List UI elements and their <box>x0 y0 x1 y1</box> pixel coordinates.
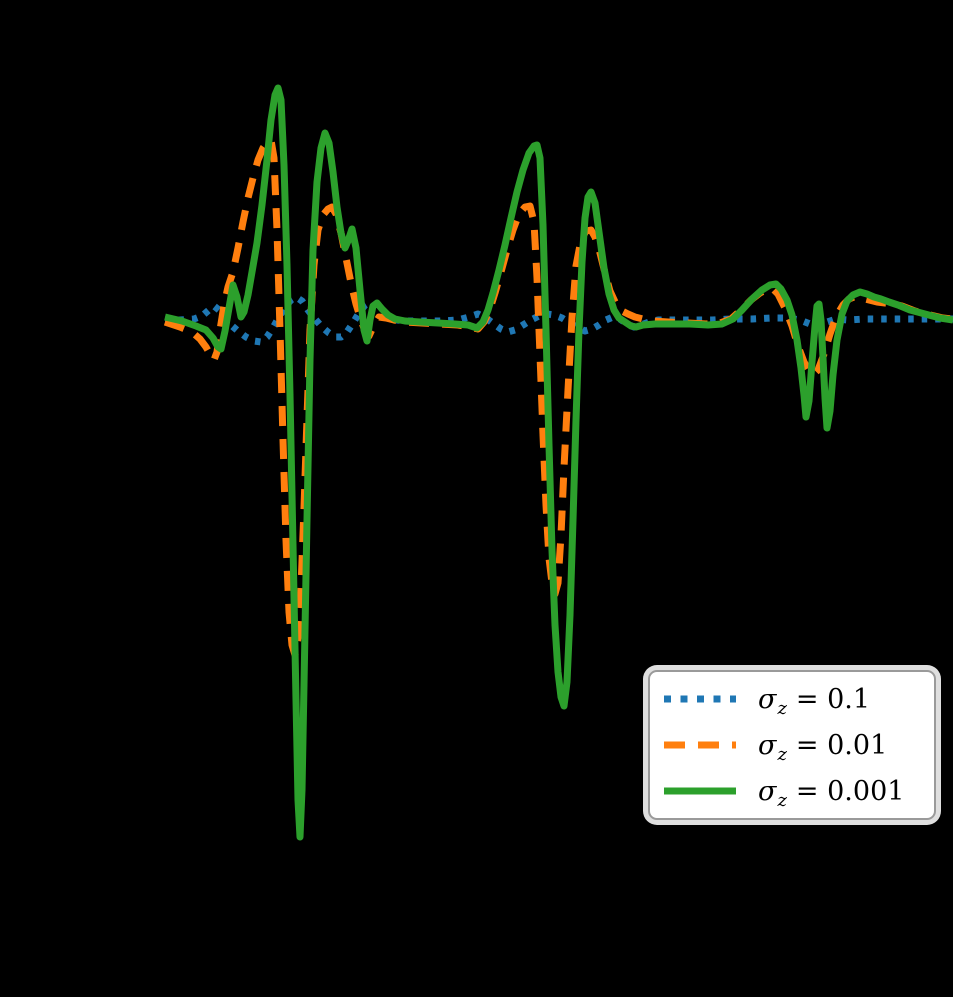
legend-value: = 0.01 <box>795 729 888 761</box>
legend-row-sigma-0p1: σz = 0.1 <box>663 676 924 722</box>
sigma-symbol: σ <box>758 683 777 715</box>
legend-value: = 0.1 <box>795 683 871 715</box>
legend-solid-line-sample <box>664 787 736 795</box>
legend-dotted-line-sample <box>664 695 736 703</box>
sigma-symbol: σ <box>758 729 777 761</box>
sigma-subscript: z <box>777 697 787 719</box>
legend-value: = 0.001 <box>795 775 905 807</box>
sigma-subscript: z <box>777 789 787 811</box>
legend-label-sigma-0p001: σz = 0.001 <box>758 775 905 810</box>
legend-label-sigma-0p1: σz = 0.1 <box>758 683 871 718</box>
legend-row-sigma-0p001: σz = 0.001 <box>663 768 924 814</box>
sigma-symbol: σ <box>758 775 777 807</box>
legend-label-sigma-0p01: σz = 0.01 <box>758 729 888 764</box>
legend-dashed-line-sample <box>664 741 736 749</box>
legend-row-sigma-0p01: σz = 0.01 <box>663 722 924 768</box>
series-sigma-z-0p001 <box>164 84 953 841</box>
sigma-subscript: z <box>777 743 787 765</box>
legend: σz = 0.1 σz = 0.01 σz = 0.001 <box>648 670 936 820</box>
series-sigma-z-0p1 <box>165 293 953 346</box>
